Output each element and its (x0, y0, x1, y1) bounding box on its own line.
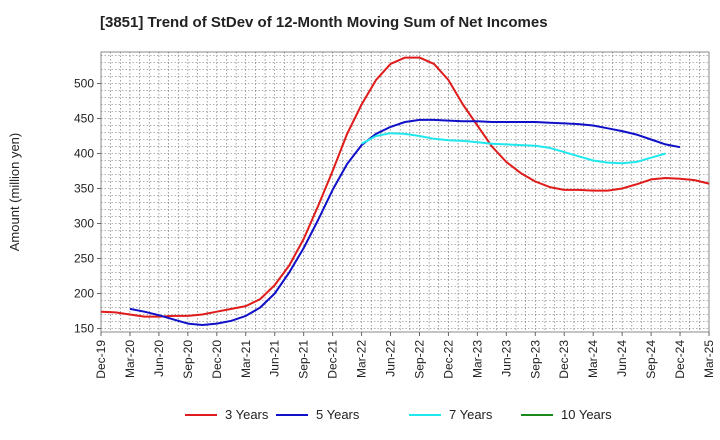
x-tick-label: Sep-20 (181, 340, 195, 379)
legend-label: 10 Years (561, 407, 612, 422)
x-tick-label: Mar-22 (355, 340, 369, 378)
x-tick-label: Sep-22 (412, 340, 426, 379)
x-tick-label: Mar-23 (470, 340, 484, 378)
x-tick-label: Dec-20 (210, 340, 224, 379)
y-tick-label: 300 (74, 217, 94, 231)
x-tick-label: Sep-21 (297, 340, 311, 379)
legend-label: 7 Years (449, 407, 493, 422)
x-tick-label: Jun-20 (152, 340, 166, 377)
y-axis-label: Amount (million yen) (7, 133, 22, 252)
legend-label: 5 Years (316, 407, 360, 422)
y-tick-label: 350 (74, 182, 94, 196)
x-tick-label: Dec-22 (441, 340, 455, 379)
y-tick-label: 500 (74, 77, 94, 91)
x-tick-label: Sep-23 (528, 340, 542, 379)
x-tick-label: Dec-24 (673, 340, 687, 379)
y-tick-label: 400 (74, 147, 94, 161)
series-line-5-years (129, 118, 681, 326)
plot-area (100, 51, 710, 333)
x-tick-label: Mar-20 (123, 340, 137, 378)
x-tick-label: Jun-23 (499, 340, 513, 377)
x-tick-label: Jun-21 (268, 340, 282, 377)
x-tick-label: Dec-19 (94, 340, 108, 379)
x-tick-label: Jun-22 (384, 340, 398, 377)
x-tick-label: Sep-24 (644, 340, 658, 379)
legend-label: 3 Years (225, 407, 269, 422)
chart-title: [3851] Trend of StDev of 12-Month Moving… (100, 14, 548, 31)
y-tick-label: 200 (74, 287, 94, 301)
series-line-7-years (361, 132, 666, 165)
series-line-3-years (100, 56, 710, 318)
x-tick-label: Dec-23 (557, 340, 571, 379)
y-tick-label: 450 (74, 112, 94, 126)
x-tick-label: Jun-24 (615, 340, 629, 377)
x-tick-label: Mar-25 (702, 340, 716, 378)
x-tick-label: Dec-21 (326, 340, 340, 379)
x-tick-label: Mar-24 (586, 340, 600, 378)
y-tick-label: 150 (74, 322, 94, 336)
y-tick-label: 250 (74, 252, 94, 266)
x-tick-label: Mar-21 (239, 340, 253, 378)
